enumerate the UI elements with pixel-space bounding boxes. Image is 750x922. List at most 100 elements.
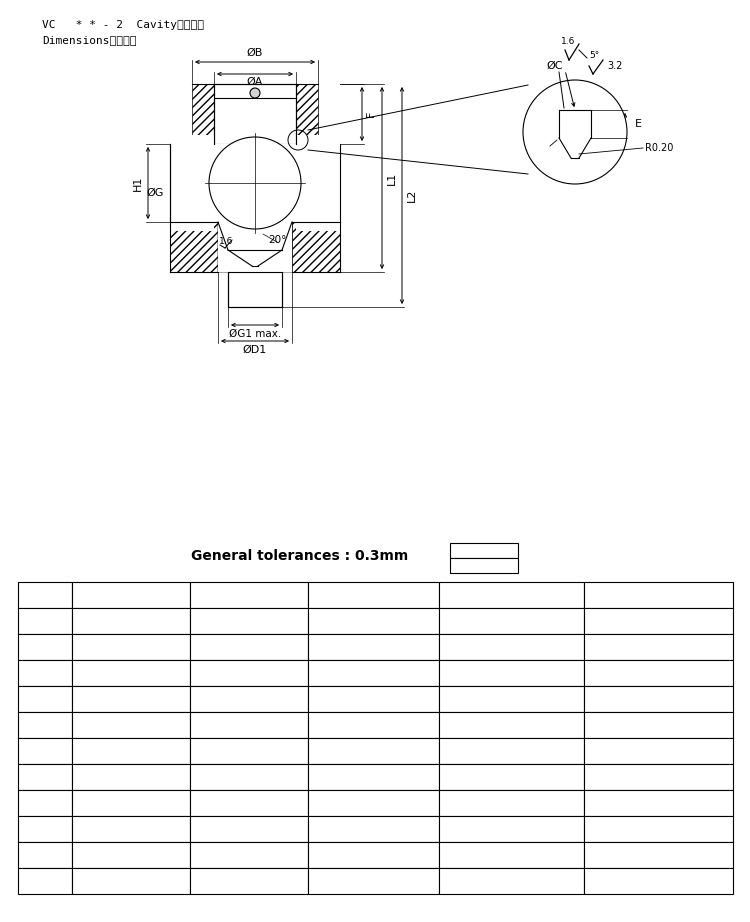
Bar: [584, 764, 733, 790]
Bar: [308, 660, 440, 686]
Bar: [18, 686, 72, 712]
Text: -0.08: -0.08: [516, 699, 536, 707]
Text: +0.3: +0.3: [664, 716, 682, 726]
Bar: [190, 764, 308, 790]
Text: 59: 59: [652, 876, 665, 886]
Text: +0.1: +0.1: [379, 665, 397, 673]
Text: 15: 15: [243, 798, 256, 808]
Bar: [214, 84, 296, 144]
Text: E: E: [42, 720, 49, 730]
Bar: [190, 582, 308, 608]
Bar: [308, 608, 440, 634]
Text: +0.3: +0.3: [517, 716, 535, 726]
Bar: [308, 842, 440, 868]
Bar: [192, 84, 318, 144]
Text: 15: 15: [243, 746, 256, 756]
Text: 3/4-16 UNF: 3/4-16 UNF: [102, 616, 160, 626]
Text: 1.6: 1.6: [561, 38, 575, 46]
Text: +0.5: +0.5: [379, 716, 397, 726]
Text: +0.3: +0.3: [254, 665, 272, 673]
Text: -0.25: -0.25: [663, 699, 682, 707]
Circle shape: [250, 88, 260, 98]
Bar: [18, 790, 72, 816]
Bar: [308, 712, 440, 738]
Bar: [72, 712, 190, 738]
Bar: [308, 686, 440, 712]
Text: +0.3: +0.3: [136, 716, 154, 726]
Bar: [440, 582, 584, 608]
Text: 1-5/8 12 UNF: 1-5/8 12 UNF: [625, 616, 693, 626]
Bar: [190, 660, 308, 686]
Text: 20: 20: [368, 746, 380, 756]
Text: +0.1: +0.1: [136, 665, 154, 673]
Bar: [72, 582, 190, 608]
Text: 12: 12: [124, 798, 138, 808]
Text: 23.9: 23.9: [234, 668, 257, 678]
Text: 15.87: 15.87: [230, 694, 260, 704]
Text: 13: 13: [124, 746, 138, 756]
Text: 18: 18: [243, 824, 256, 834]
Bar: [18, 738, 72, 764]
Text: 2.6: 2.6: [119, 720, 136, 730]
Text: +0: +0: [520, 691, 531, 700]
Text: G: G: [40, 772, 50, 782]
Text: +0: +0: [667, 691, 678, 700]
Bar: [440, 738, 584, 764]
Text: 1.6: 1.6: [219, 238, 233, 246]
Text: ⊙: ⊙: [460, 546, 468, 556]
Bar: [18, 634, 72, 660]
Text: 32: 32: [652, 824, 665, 834]
Text: 3.3: 3.3: [500, 720, 516, 730]
Text: 36.5: 36.5: [362, 850, 386, 860]
Text: L2: L2: [407, 189, 417, 202]
Text: 0.02: 0.02: [472, 561, 494, 571]
Text: 28.60: 28.60: [493, 694, 523, 704]
Text: 20: 20: [506, 746, 518, 756]
Text: 34.5: 34.5: [238, 876, 261, 886]
Bar: [18, 660, 72, 686]
Bar: [292, 222, 340, 272]
Bar: [18, 816, 72, 842]
Bar: [584, 608, 733, 634]
Bar: [308, 790, 440, 816]
Text: 30: 30: [652, 798, 665, 808]
Circle shape: [523, 80, 627, 184]
Bar: [190, 816, 308, 842]
Bar: [18, 842, 72, 868]
Text: 3.2: 3.2: [607, 61, 622, 71]
Bar: [440, 660, 584, 686]
Text: L1: L1: [387, 171, 397, 184]
Bar: [584, 868, 733, 894]
Text: 26: 26: [367, 824, 380, 834]
Bar: [190, 608, 308, 634]
Bar: [218, 222, 292, 272]
Bar: [72, 634, 190, 660]
Bar: [440, 790, 584, 816]
Text: +0: +0: [140, 691, 151, 700]
Text: 48: 48: [652, 642, 665, 652]
Text: 20.6: 20.6: [116, 668, 139, 678]
Bar: [190, 686, 308, 712]
Text: 12: 12: [243, 772, 256, 782]
Text: L1: L1: [38, 850, 52, 860]
Text: -0: -0: [260, 725, 267, 734]
Text: 2.6: 2.6: [237, 720, 254, 730]
Text: -0.08: -0.08: [254, 699, 273, 707]
Text: -0: -0: [384, 725, 392, 734]
Text: -0: -0: [384, 672, 392, 681]
Bar: [308, 868, 440, 894]
Bar: [584, 790, 733, 816]
Text: -0.08: -0.08: [136, 699, 155, 707]
Text: 36.52: 36.52: [640, 694, 670, 704]
Bar: [440, 686, 584, 712]
Text: D1: D1: [38, 694, 53, 704]
Text: 25: 25: [505, 824, 518, 834]
Bar: [440, 608, 584, 634]
Text: -0: -0: [260, 672, 267, 681]
Text: 25: 25: [652, 772, 665, 782]
Bar: [584, 686, 733, 712]
Text: 3.4: 3.4: [646, 720, 663, 730]
Text: ØB: ØB: [247, 48, 263, 58]
Text: A: A: [41, 616, 49, 626]
Text: General tolerances : 0.3mm: General tolerances : 0.3mm: [191, 549, 409, 563]
